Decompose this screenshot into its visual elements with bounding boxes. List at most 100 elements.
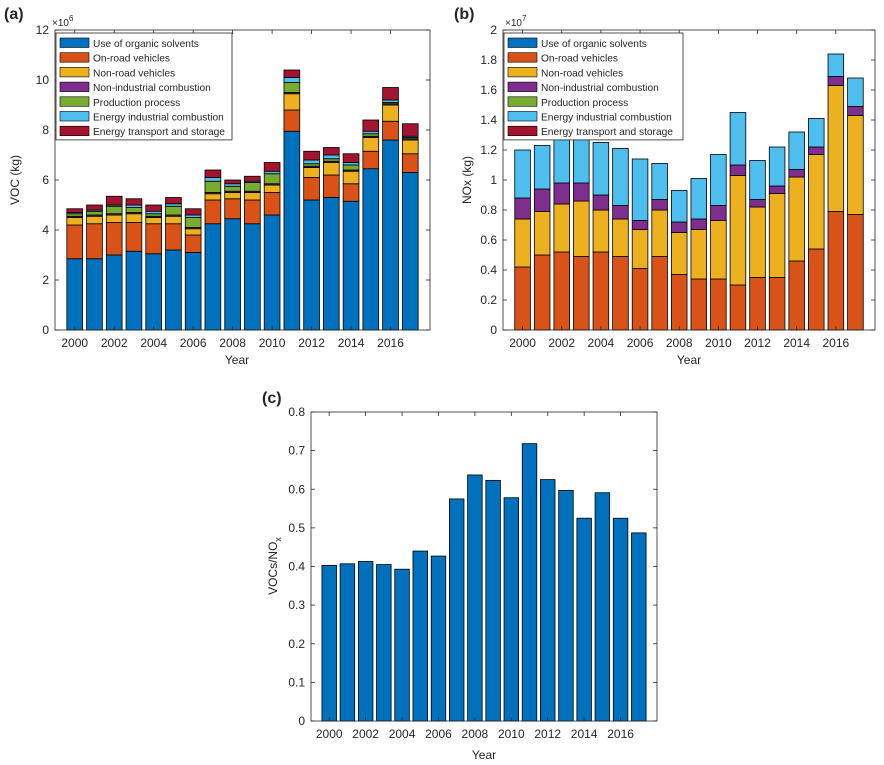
x-tick-label: 2002 — [352, 727, 379, 741]
bar-segment — [184, 252, 202, 331]
bar-segment — [768, 185, 786, 194]
bar-segment — [592, 209, 610, 253]
bar-segment — [342, 153, 360, 163]
bar-segment — [283, 77, 301, 83]
bar-segment — [631, 268, 649, 331]
bar-segment — [651, 163, 668, 200]
bar-segment — [710, 220, 727, 280]
bar-segment — [86, 258, 103, 331]
bar — [612, 517, 629, 722]
bar-segment — [573, 256, 590, 331]
bar-segment — [827, 76, 845, 86]
y-tick-label: 0 — [42, 323, 49, 337]
bar-segment — [283, 93, 301, 111]
bar-segment — [184, 228, 202, 236]
x-tick-label: 2012 — [744, 336, 771, 350]
bar-segment — [533, 211, 551, 256]
x-tick-label: 2002 — [101, 336, 128, 350]
y-tick-label: 10 — [36, 73, 50, 87]
bar-segment — [808, 154, 825, 250]
bar-segment — [382, 120, 399, 141]
panel-a-legend: Use of organic solvents On-road vehicles N… — [55, 32, 233, 141]
bar-segment — [827, 53, 845, 77]
bar-segment — [690, 278, 708, 331]
bar-segment — [533, 145, 551, 190]
bar-segment — [224, 218, 241, 331]
bar-segment — [244, 192, 261, 201]
x-tick-label: 2010 — [259, 336, 286, 350]
x-tick-label: 2000 — [61, 336, 88, 350]
bar-segment — [553, 203, 570, 253]
bar — [631, 532, 647, 722]
panel-c-y-axis-label-subscript: x — [273, 537, 283, 542]
bar-segment — [382, 87, 399, 101]
bar-segment — [749, 206, 766, 278]
bar-segment — [244, 175, 261, 182]
bar-segment — [401, 172, 419, 331]
bar-segment — [105, 195, 123, 206]
x-tick-label: 2014 — [338, 336, 365, 350]
legend-label: Non-industrial combustion — [93, 83, 211, 94]
bar — [558, 490, 574, 722]
y-tick-label: 1.6 — [480, 83, 497, 97]
legend-swatch — [59, 111, 90, 122]
bar-segment — [670, 274, 688, 331]
bar-segment — [165, 223, 182, 251]
legend-swatch — [59, 81, 90, 92]
bar-segment — [553, 251, 570, 331]
panel-c-y-axis-label: VOCs/NOx — [266, 537, 283, 595]
bar-segment — [125, 250, 143, 331]
bar-segment — [573, 137, 590, 184]
bar-segment — [533, 254, 551, 331]
panel-a-bars — [66, 69, 419, 331]
bar-segment — [125, 207, 143, 213]
y-tick-label: 0.8 — [480, 203, 497, 217]
bar-segment — [651, 199, 668, 211]
panel-b-nox-chart: (b) ×107 0 0.2 0.4 0.6 0.8 1 1.2 1.4 1.6 1.8 2 2000… — [454, 6, 876, 367]
bar-segment — [342, 170, 360, 185]
bar-segment — [847, 214, 864, 331]
bar-segment — [690, 229, 708, 280]
bar-segment — [514, 266, 531, 331]
bar-segment — [224, 179, 241, 185]
panel-c-x-axis-label: Year — [472, 748, 496, 762]
bar-segment — [303, 199, 320, 331]
bar-segment — [401, 139, 419, 155]
bar — [485, 479, 501, 722]
bar-segment — [342, 183, 360, 202]
panel-a-label: (a) — [4, 6, 24, 23]
panel-a-exponent-base: ×10 — [52, 18, 69, 29]
legend-label: Use of organic solvents — [541, 39, 647, 50]
bar-segment — [847, 115, 864, 215]
legend-swatch — [507, 37, 538, 48]
bar-segment — [788, 176, 805, 262]
bar-segment — [303, 159, 320, 165]
x-tick-label: 2006 — [627, 336, 654, 350]
bar-segment — [263, 214, 281, 331]
bar-segment — [323, 162, 340, 176]
bar-segment — [827, 85, 845, 212]
bar-segment — [514, 197, 531, 220]
bar-segment — [165, 249, 182, 331]
bar-segment — [204, 223, 222, 331]
legend-swatch — [507, 111, 538, 122]
panel-c-ticks: 0 0.1 0.2 0.3 0.4 0.5 0.6 0.7 0.8 2000 2002 2004 200… — [288, 405, 657, 741]
bar-segment — [362, 119, 380, 132]
panel-c-ratio-chart: (c) 0 0.1 0.2 0.3 0.4 0.5 0.6 0.7 0.8 2000 2002 200… — [262, 390, 658, 762]
bar-segment — [768, 277, 786, 331]
bar-segment — [204, 177, 222, 182]
bar — [321, 564, 337, 722]
y-tick-label: 0.4 — [288, 560, 305, 574]
legend-label: Energy industrial combustion — [93, 113, 224, 124]
panel-b-exponent: ×107 — [505, 14, 527, 29]
bar-segment — [362, 168, 380, 331]
panel-a-ticks: 0 2 4 6 8 10 12 2000 2002 2004 2006 2008 2010 2012 201… — [36, 23, 430, 350]
bar-segment — [573, 182, 590, 202]
bar-segment — [224, 192, 241, 200]
legend-label: Use of organic solvents — [93, 39, 199, 50]
x-tick-label: 2008 — [462, 727, 489, 741]
bar — [540, 479, 556, 722]
bar-segment — [631, 229, 649, 269]
x-tick-label: 2008 — [219, 336, 246, 350]
y-tick-label: 0.6 — [288, 482, 305, 496]
